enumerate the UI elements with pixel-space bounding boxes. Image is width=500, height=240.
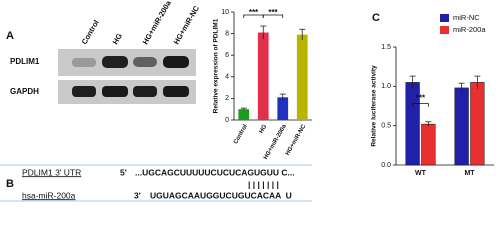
y-tick-label: 0.5 [381, 123, 391, 130]
significance-label: *** [416, 94, 426, 103]
y-tick-label: 8 [225, 30, 229, 37]
blot-row-label: GAPDH [10, 87, 39, 96]
significance-label: *** [249, 8, 259, 17]
blot-bands [72, 56, 189, 97]
significance-bracket [262, 14, 284, 18]
strand-end: 5' [120, 167, 127, 177]
x-tick-label: HG [259, 124, 269, 135]
y-tick-label: 1.0 [381, 83, 391, 90]
y-tick-label: 0.0 [381, 162, 391, 169]
pairing: | | | | | | | [248, 179, 279, 189]
significance-label: *** [268, 8, 278, 17]
y-tick-label: 2 [225, 95, 229, 102]
mirna-label: hsa-miR-200a [22, 190, 76, 200]
x-tick-label: WT [415, 170, 427, 177]
panel-label: A [6, 30, 14, 42]
bar [238, 109, 250, 120]
blot-row-label: PDLIM1 [10, 57, 40, 66]
lane-label: HG+miR-NC [172, 4, 202, 46]
y-axis-label: Relative expression of PDLIM1 [213, 18, 220, 113]
legend-label: miR-200a [453, 25, 486, 34]
y-tick-label: 6 [225, 52, 229, 59]
x-tick-label: HG+miR-NC [285, 123, 308, 156]
bar [296, 34, 308, 120]
panel-label: B [6, 178, 14, 190]
lane-label: HG [111, 32, 125, 46]
utr-sequence: ...UGCAGCUUUUUCUCUCAGUGUU C... [135, 167, 295, 177]
legend-swatch [440, 26, 449, 34]
bar [277, 97, 289, 120]
figure: A B C PDLIM1 GAPDH Control HG HG+miR-200aH… [0, 0, 494, 202]
significance-bracket [412, 103, 429, 107]
lane-label: Control [80, 18, 101, 46]
legend-label: miR-NC [453, 13, 480, 22]
x-tick-label: MT [464, 170, 475, 177]
mirna-sequence: UGUAGCAAUGGUCUGUCACAA U [150, 190, 292, 200]
utr-label: PDLIM1 3' UTR [22, 167, 81, 177]
lane-label: HG+miR-200a [141, 0, 174, 46]
bar [454, 87, 469, 166]
y-tick-label: 4 [225, 74, 229, 81]
bar [421, 123, 436, 166]
strand-end: 3' [134, 190, 141, 200]
y-tick-label: 1.5 [381, 44, 391, 51]
x-tick-label: Control [233, 124, 249, 146]
bar [470, 82, 485, 166]
panel-label: C [372, 12, 380, 24]
y-tick-label: 10 [221, 9, 229, 16]
legend-swatch [440, 14, 449, 22]
bar [257, 32, 269, 120]
y-axis-label: Relative luciferase activity [371, 65, 378, 147]
y-tick-label: 0 [225, 117, 229, 124]
